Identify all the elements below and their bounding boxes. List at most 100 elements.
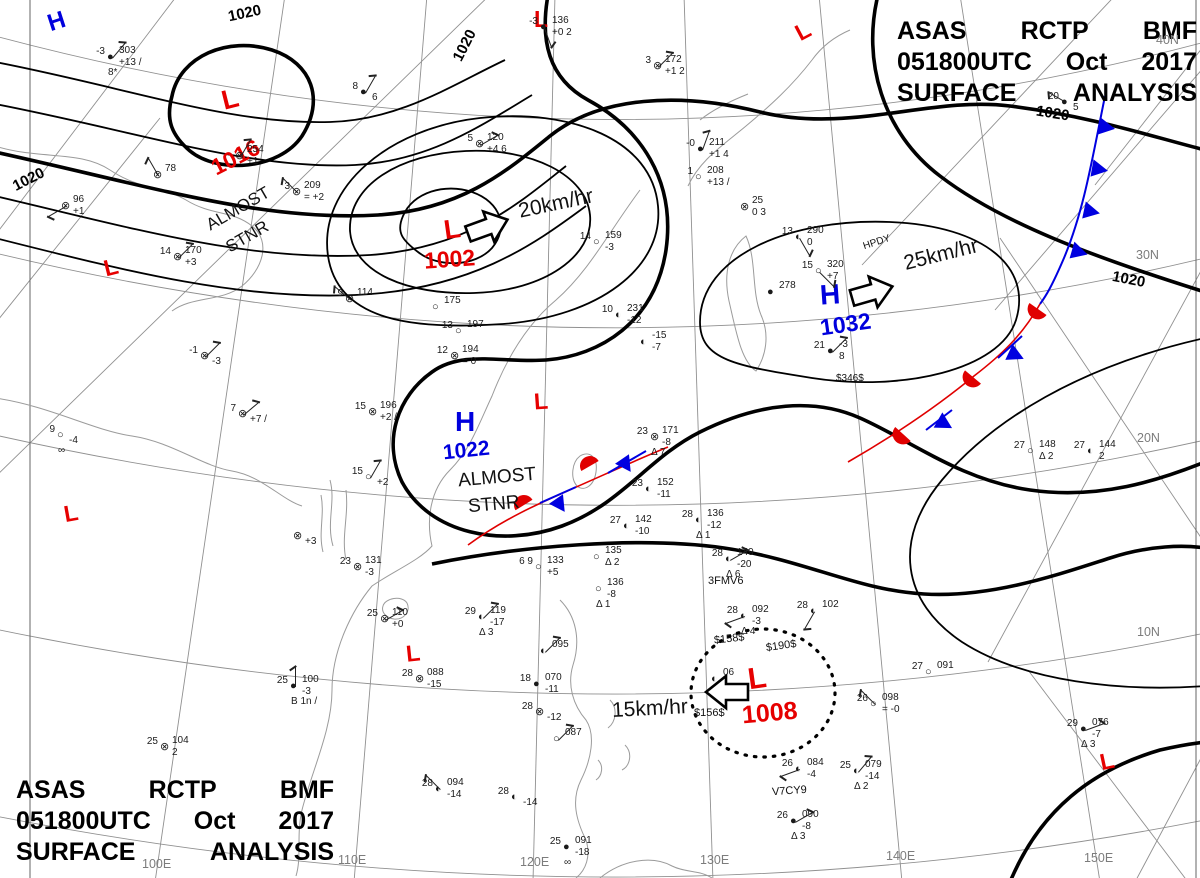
station-pressure: 100 (302, 674, 319, 685)
station-symbol: ◐ (695, 514, 702, 526)
station-temp: 25 (549, 836, 561, 847)
station-pressure: 102 (822, 599, 839, 610)
station-symbol: ◐ (435, 783, 442, 795)
station-symbol: ○ (57, 429, 64, 441)
station-tendency: = 0 (462, 356, 477, 367)
low-center-letter: L (404, 639, 422, 667)
station-tendency: -14 (865, 771, 880, 782)
station-pressure: 142 (635, 514, 652, 525)
station-pressure: 092 (752, 604, 769, 615)
station-symbol: ○ (455, 325, 462, 337)
station-pressure: 110 (392, 607, 408, 618)
station-symbol: ◐ (740, 610, 747, 622)
station-temp: 15 (351, 466, 363, 477)
station-extra: B 1n / (291, 696, 318, 707)
station-tendency: +13 / (707, 177, 730, 188)
station-pressure: 149 (737, 547, 754, 558)
station-symbol: ⊗ (61, 200, 71, 212)
station-extra: Δ 3 (479, 627, 494, 638)
station-pressure: 303 (119, 45, 136, 56)
station-pressure: 119 (490, 605, 506, 616)
station-temp: -1 (189, 345, 198, 356)
station-symbol: ◐ (645, 483, 652, 495)
graticule-label-30N: 30N (1136, 248, 1159, 262)
title-line-3: SURFACE ANALYSIS (897, 78, 1197, 109)
station-symbol: ⊗ (368, 406, 378, 418)
graticule-label-120E: 120E (520, 855, 550, 869)
station-symbol: ○ (535, 561, 542, 573)
title-word: BMF (279, 776, 334, 804)
station-symbol: ● (790, 815, 797, 827)
annotation-3fmv6: 3FMV6 (708, 575, 744, 587)
station-symbol: ◐ (1087, 445, 1094, 457)
station-symbol: ○ (695, 171, 702, 183)
station-pressure: 084 (807, 757, 824, 768)
title-word: RCTP (148, 776, 217, 804)
station-tendency: -3 (605, 242, 614, 253)
arrow-high-1032 (846, 269, 899, 315)
station-extra: Δ 3 (791, 831, 806, 842)
station-temp: 29 (464, 606, 476, 617)
station-symbol: ○ (595, 583, 602, 595)
low-center-letter: L (534, 6, 549, 32)
chart-title-top-right: ASAS RCTP BMF 051800UTC Oct 2017 SURFACE… (897, 16, 1197, 109)
station-pressure: 131 (365, 555, 382, 566)
station-tendency: -12 (707, 520, 722, 531)
station-symbol: ○ (593, 551, 600, 563)
station-tendency: +2 / (380, 412, 397, 423)
title-word: Oct (193, 807, 236, 835)
station-temp: 28 (711, 548, 723, 559)
station-pressure: 087 (565, 727, 582, 738)
station-pressure: 094 (447, 777, 464, 788)
station-symbol: ⊗ (475, 138, 485, 150)
station-temp: -0 (686, 138, 695, 149)
station-tendency: -12 (627, 315, 642, 326)
isobar-1020-meander (391, 0, 1200, 538)
station-temp: 23 (636, 426, 648, 437)
station-temp: 1 (687, 166, 693, 177)
station-tendency: -7 (1092, 729, 1101, 740)
station-tendency: -14 (447, 789, 462, 800)
isobar-high-1032 (699, 220, 1021, 384)
title-line-2: 051800UTC Oct 2017 (897, 47, 1197, 78)
station-pressure: 136 (707, 508, 724, 519)
station-tendency: 6 (372, 92, 378, 103)
station-extra: 8* (108, 67, 118, 78)
station-tendency: +2 (377, 477, 389, 488)
station-tendency: -20 (737, 559, 752, 570)
station-temp: 26 (856, 693, 868, 704)
station-pressure: 78 (165, 163, 177, 174)
graticule-label-100E: 100E (142, 857, 172, 871)
station-tendency: -8 (662, 437, 671, 448)
station-pressure: 135 (605, 545, 622, 556)
station-pressure: 170 (185, 245, 202, 256)
station-temp: 9 (49, 424, 55, 435)
station-tendency: +1 4 (709, 149, 729, 160)
station-symbol: ○ (1027, 445, 1034, 457)
station-pressure: 098 (882, 692, 899, 703)
title-word: BMF (1142, 17, 1197, 45)
station-temp: 20 (1047, 91, 1059, 102)
graticule-label-40N: 40N (1156, 33, 1179, 47)
graticule-label-150E: 150E (1084, 851, 1114, 865)
station-temp: 14 (579, 231, 591, 242)
annotation-156: $156$ (694, 707, 725, 719)
station-symbol: ⊗ (235, 150, 245, 162)
station-pressure: 25 (752, 195, 764, 206)
station-symbol: ● (1080, 723, 1087, 735)
graticule-label-130E: 130E (700, 853, 730, 867)
annotation-stnr: STNR (467, 491, 521, 518)
station-extra: Δ 2 (854, 781, 869, 792)
title-line-1: ASAS RCTP BMF (16, 775, 334, 806)
station-symbol: ⊗ (415, 673, 425, 685)
station-temp: 27 (609, 515, 621, 526)
station-temp: 28 (497, 786, 509, 797)
station-temp: 27 (1073, 440, 1085, 451)
station-symbol: ◐ (810, 605, 817, 617)
station-pressure: 208 (707, 165, 724, 176)
station-tendency: -18 (575, 847, 590, 858)
station-symbol: ⊗ (650, 431, 660, 443)
station-temp: 23 (339, 556, 351, 567)
station-pressure: 320 (827, 259, 844, 270)
